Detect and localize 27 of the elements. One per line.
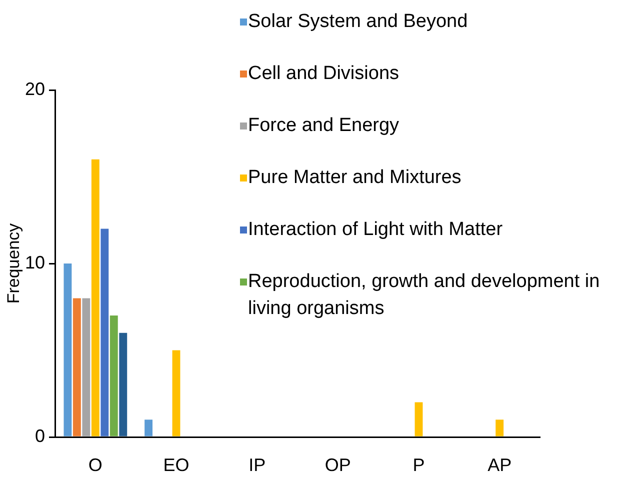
x-tick-label: AP	[488, 454, 512, 475]
x-tick-label: OP	[324, 454, 351, 475]
bar	[82, 298, 90, 436]
bar	[414, 402, 423, 436]
legend-label: Interaction of Light with Matter	[248, 219, 504, 240]
bar	[119, 332, 128, 436]
bar	[496, 420, 504, 436]
bar	[110, 316, 118, 436]
legend-label: Pure Matter and Mixtures	[248, 167, 462, 188]
x-tick-label: IP	[248, 454, 266, 475]
legend-label: Reproduction, growth and development in living organisms	[248, 271, 600, 320]
y-tick-label: 10	[24, 252, 45, 272]
bar	[172, 350, 180, 436]
y-tick-label: 0	[34, 426, 45, 446]
bar	[72, 298, 81, 436]
x-tick-label: EO	[163, 454, 190, 475]
legend-label: Force and Energy	[248, 115, 400, 136]
y-tick-label: 20	[24, 78, 45, 99]
y-axis-title: Frequency	[4, 222, 23, 304]
bar	[100, 228, 109, 436]
bar	[91, 159, 100, 436]
legend-label: Solar System and Beyond	[248, 11, 468, 32]
bar	[144, 420, 153, 436]
legend-label: Cell and Divisions	[248, 63, 400, 84]
x-tick-label: P	[412, 454, 425, 475]
x-tick-label: O	[88, 454, 102, 475]
bar	[64, 264, 72, 436]
